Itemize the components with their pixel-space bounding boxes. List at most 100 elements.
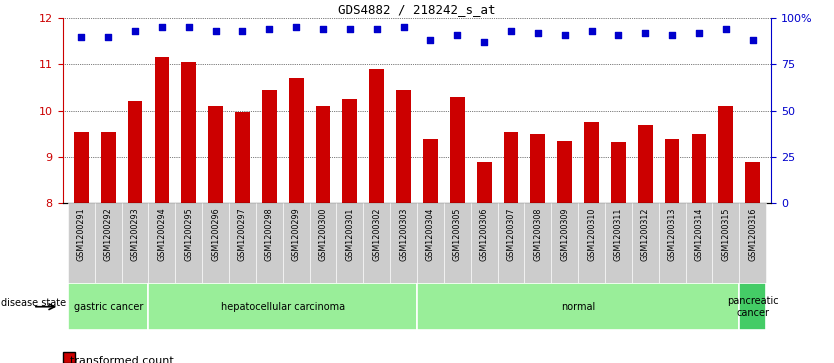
Point bbox=[236, 28, 249, 34]
Bar bbox=[364, 203, 390, 283]
Bar bbox=[551, 203, 578, 283]
Bar bbox=[632, 203, 659, 283]
Bar bbox=[605, 203, 632, 283]
Bar bbox=[584, 122, 599, 203]
Point bbox=[263, 26, 276, 32]
Point bbox=[128, 28, 142, 34]
Text: GSM1200295: GSM1200295 bbox=[184, 207, 193, 261]
Text: pancreatic
cancer: pancreatic cancer bbox=[727, 296, 778, 318]
Point bbox=[316, 26, 329, 32]
Point bbox=[611, 32, 625, 38]
Bar bbox=[154, 57, 169, 203]
Bar bbox=[95, 203, 122, 283]
Bar bbox=[343, 99, 357, 203]
Text: GSM1200291: GSM1200291 bbox=[77, 207, 86, 261]
Bar bbox=[390, 203, 417, 283]
Bar bbox=[712, 203, 739, 283]
Text: GSM1200301: GSM1200301 bbox=[345, 207, 354, 261]
Point bbox=[397, 25, 410, 30]
Bar bbox=[336, 203, 364, 283]
Bar bbox=[256, 203, 283, 283]
Text: GSM1200303: GSM1200303 bbox=[399, 207, 408, 261]
Point bbox=[289, 25, 303, 30]
Bar bbox=[578, 203, 605, 283]
Text: GSM1200310: GSM1200310 bbox=[587, 207, 596, 261]
Bar bbox=[444, 203, 470, 283]
Text: GSM1200309: GSM1200309 bbox=[560, 207, 569, 261]
Text: GSM1200299: GSM1200299 bbox=[292, 207, 301, 261]
Bar bbox=[691, 134, 706, 203]
Point bbox=[505, 28, 518, 34]
Point bbox=[531, 30, 545, 36]
Bar bbox=[417, 203, 444, 283]
Text: GSM1200315: GSM1200315 bbox=[721, 207, 731, 261]
Point bbox=[75, 34, 88, 40]
Point bbox=[746, 37, 759, 43]
Bar bbox=[686, 203, 712, 283]
Point bbox=[719, 26, 732, 32]
Text: GSM1200294: GSM1200294 bbox=[158, 207, 167, 261]
Bar bbox=[369, 69, 384, 203]
Bar bbox=[148, 283, 417, 330]
Bar bbox=[68, 283, 148, 330]
Text: GSM1200305: GSM1200305 bbox=[453, 207, 462, 261]
Point bbox=[344, 26, 357, 32]
Bar bbox=[611, 142, 626, 203]
Text: GSM1200298: GSM1200298 bbox=[265, 207, 274, 261]
Bar bbox=[101, 131, 116, 203]
Text: GSM1200316: GSM1200316 bbox=[748, 207, 757, 261]
Bar bbox=[665, 139, 680, 203]
Text: GSM1200306: GSM1200306 bbox=[480, 207, 489, 261]
Bar bbox=[746, 162, 760, 203]
Bar bbox=[229, 203, 256, 283]
Text: GSM1200302: GSM1200302 bbox=[372, 207, 381, 261]
Text: GSM1200311: GSM1200311 bbox=[614, 207, 623, 261]
Text: GSM1200312: GSM1200312 bbox=[641, 207, 650, 261]
Bar bbox=[148, 203, 175, 283]
Bar bbox=[128, 102, 143, 203]
Bar bbox=[315, 106, 330, 203]
Bar bbox=[74, 131, 88, 203]
Text: normal: normal bbox=[561, 302, 595, 312]
Point bbox=[450, 32, 464, 38]
Point bbox=[155, 25, 168, 30]
Point bbox=[424, 37, 437, 43]
Point bbox=[666, 32, 679, 38]
Bar bbox=[659, 203, 686, 283]
Point bbox=[477, 39, 490, 45]
Text: transformed count: transformed count bbox=[63, 356, 173, 363]
Bar bbox=[175, 203, 202, 283]
Bar bbox=[235, 112, 250, 203]
Text: GSM1200313: GSM1200313 bbox=[667, 207, 676, 261]
Bar bbox=[557, 141, 572, 203]
Text: hepatocellular carcinoma: hepatocellular carcinoma bbox=[221, 302, 344, 312]
Text: GSM1200304: GSM1200304 bbox=[426, 207, 435, 261]
Point bbox=[639, 30, 652, 36]
Bar bbox=[450, 97, 465, 203]
Text: GSM1200308: GSM1200308 bbox=[533, 207, 542, 261]
Point bbox=[558, 32, 571, 38]
Text: GSM1200297: GSM1200297 bbox=[238, 207, 247, 261]
Title: GDS4882 / 218242_s_at: GDS4882 / 218242_s_at bbox=[339, 3, 495, 16]
Point bbox=[370, 26, 384, 32]
Bar bbox=[122, 203, 148, 283]
Text: disease state: disease state bbox=[1, 298, 66, 308]
Bar bbox=[638, 125, 653, 203]
Point bbox=[692, 30, 706, 36]
Text: GSM1200293: GSM1200293 bbox=[131, 207, 139, 261]
Text: GSM1200314: GSM1200314 bbox=[695, 207, 703, 261]
Bar bbox=[470, 203, 498, 283]
Bar bbox=[181, 62, 196, 203]
Bar bbox=[718, 106, 733, 203]
Text: GSM1200300: GSM1200300 bbox=[319, 207, 328, 261]
Text: GSM1200292: GSM1200292 bbox=[103, 207, 113, 261]
Bar bbox=[68, 203, 95, 283]
Bar bbox=[309, 203, 336, 283]
Bar bbox=[262, 90, 277, 203]
Bar bbox=[202, 203, 229, 283]
Bar bbox=[477, 162, 491, 203]
Point bbox=[102, 34, 115, 40]
Text: GSM1200307: GSM1200307 bbox=[506, 207, 515, 261]
Point bbox=[182, 25, 195, 30]
Bar bbox=[289, 78, 304, 203]
